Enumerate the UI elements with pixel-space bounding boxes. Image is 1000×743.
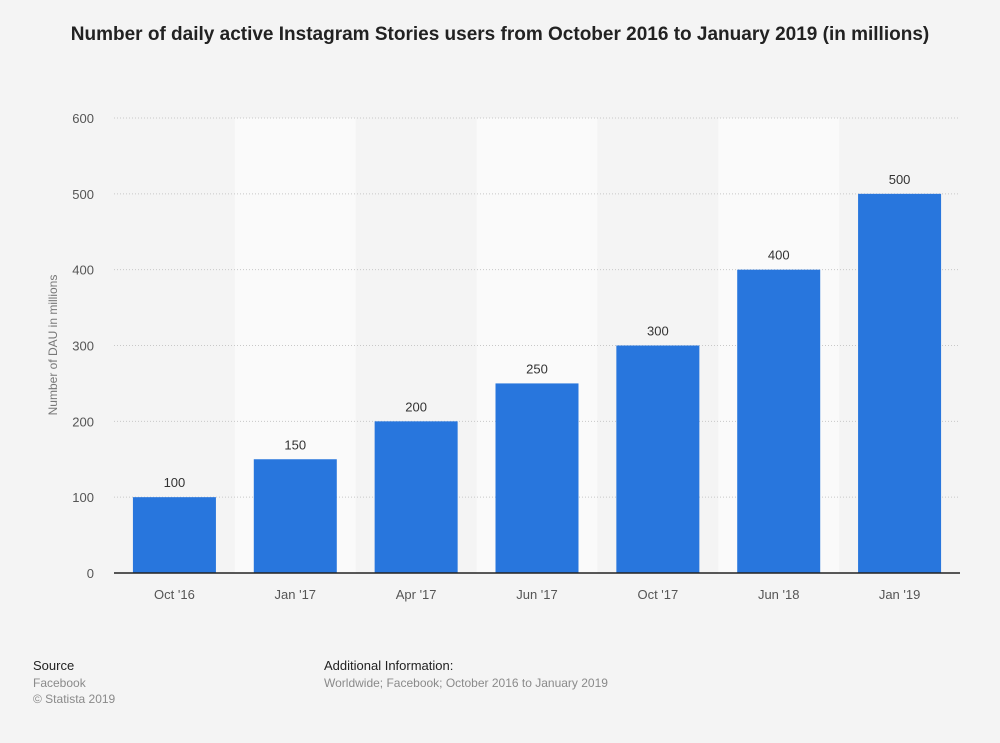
x-tick-label: Apr '17 [396, 587, 437, 602]
y-tick-label: 0 [87, 566, 94, 581]
y-tick-label: 300 [72, 339, 94, 354]
y-tick-label: 400 [72, 263, 94, 278]
x-tick-label: Jan '19 [879, 587, 921, 602]
bar [737, 269, 821, 573]
x-tick-label: Oct '16 [154, 587, 195, 602]
y-tick-label: 200 [72, 414, 94, 429]
bar [253, 459, 337, 573]
bar [374, 421, 458, 573]
x-tick-label: Jun '17 [516, 587, 558, 602]
data-label: 100 [164, 475, 186, 490]
chart-title: Number of daily active Instagram Stories… [70, 24, 930, 45]
info-text: Worldwide; Facebook; October 2016 to Jan… [324, 676, 608, 690]
data-label: 200 [405, 399, 427, 414]
bar [858, 193, 942, 574]
y-tick-label: 600 [72, 111, 94, 126]
info-heading: Additional Information: [324, 658, 454, 673]
bar [495, 383, 579, 573]
data-label: 300 [647, 324, 669, 339]
y-axis-label: Number of DAU in millions [46, 275, 60, 416]
source-text: Facebook [33, 676, 86, 690]
y-tick-label: 100 [72, 490, 94, 505]
x-tick-label: Oct '17 [637, 587, 678, 602]
data-label: 500 [889, 172, 911, 187]
data-label: 400 [768, 248, 790, 263]
data-label: 150 [284, 437, 306, 452]
source-heading: Source [33, 658, 75, 673]
y-tick-label: 500 [72, 187, 94, 202]
x-tick-label: Jun '18 [758, 587, 800, 602]
x-tick-label: Jan '17 [275, 587, 317, 602]
bar [616, 345, 700, 573]
data-label: 250 [526, 361, 548, 376]
copyright: © Statista 2019 [33, 692, 116, 706]
bar [132, 497, 216, 573]
